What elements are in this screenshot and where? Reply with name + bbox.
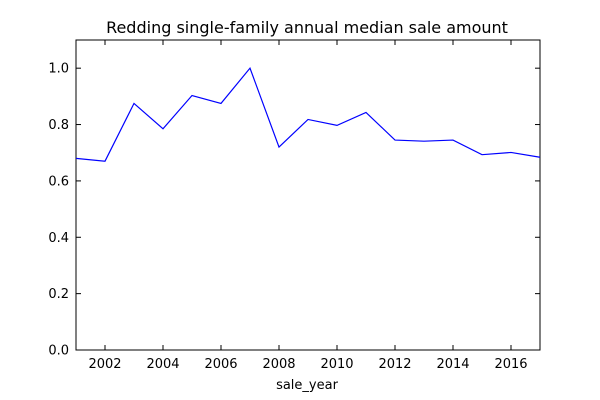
ticks-layer: 2002 2004 2006 2008 2010 2012 2014 2016 0.0 0.2 0.… <box>48 40 540 372</box>
y-tick-label-4: 0.8 <box>48 118 69 133</box>
plot-frame <box>75 39 541 351</box>
plot-background <box>76 40 540 350</box>
series-line-0 <box>75 66 541 162</box>
x-tick-label-2008: 2008 <box>262 357 295 372</box>
chart-title: Redding single-family annual median sale… <box>106 18 508 37</box>
y-tick-label-1: 0.2 <box>48 287 69 302</box>
y-tick-label-5: 1.0 <box>48 62 69 77</box>
x-tick-label-2010: 2010 <box>320 357 353 372</box>
x-tick-label-2014: 2014 <box>436 357 469 372</box>
x-tick-label-2006: 2006 <box>204 357 237 372</box>
x-tick-label-2016: 2016 <box>494 357 527 372</box>
x-axis-label: sale_year <box>276 378 339 393</box>
y-tick-label-2: 0.4 <box>48 231 69 246</box>
y-tick-label-3: 0.6 <box>48 174 69 189</box>
x-tick-label-2012: 2012 <box>378 357 411 372</box>
x-tick-label-2004: 2004 <box>146 357 179 372</box>
series-layer <box>75 66 541 162</box>
plot-area <box>75 39 541 351</box>
x-tick-label-2002: 2002 <box>88 357 121 372</box>
y-tick-label-0: 0.0 <box>48 344 69 359</box>
